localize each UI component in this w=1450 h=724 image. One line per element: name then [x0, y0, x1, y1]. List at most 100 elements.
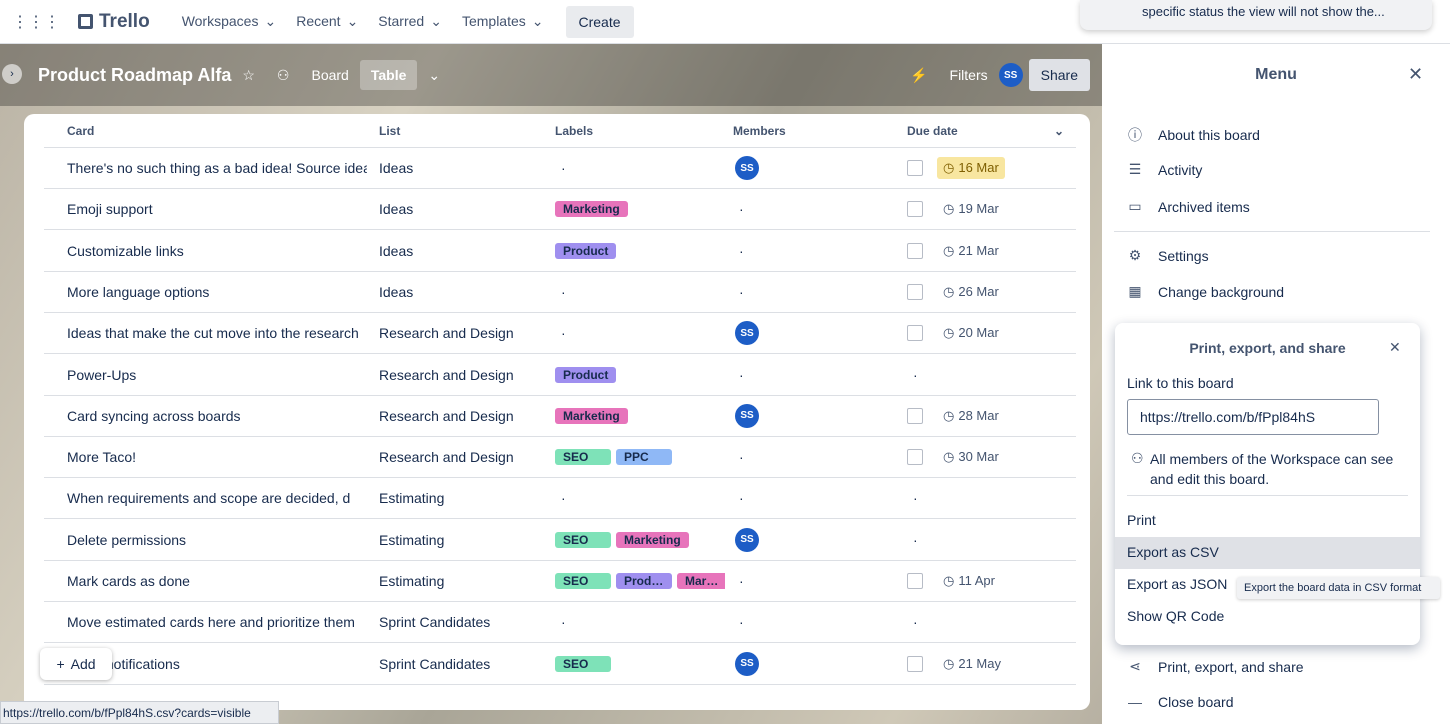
table-row[interactable]: Move estimated cards here and prioritize…	[44, 602, 1076, 644]
card-name[interactable]: Ideas that make the cut move into the re…	[67, 325, 359, 342]
visibility-icon[interactable]: ⚇	[276, 66, 290, 83]
add-button[interactable]: + Add	[40, 648, 112, 680]
menu-item[interactable]: ▦ Change background	[1126, 283, 1284, 300]
table-row[interactable]: Power-Ups Research and Design Product · ·	[44, 355, 1076, 396]
due-checkbox[interactable]	[907, 283, 923, 300]
labels-cell: SEO Marketing	[555, 520, 725, 560]
due-checkbox[interactable]	[907, 325, 923, 342]
filters-button[interactable]: Filters	[949, 67, 988, 83]
table-row[interactable]: More language options Ideas · · ◷ 26 Mar	[44, 272, 1076, 313]
label: Marketing	[555, 407, 628, 424]
table-row[interactable]: There's no such thing as a bad idea! Sou…	[44, 148, 1076, 189]
list-name: Estimating	[379, 573, 445, 589]
column-header[interactable]: Labels	[555, 123, 594, 138]
board-view[interactable]: Board	[311, 67, 349, 83]
card-name[interactable]: Customizable links	[67, 242, 184, 259]
label: SEO	[555, 449, 611, 466]
table-row[interactable]: Emoji support Ideas Marketing · ◷ 19 Mar	[44, 189, 1076, 231]
close-menu[interactable]: ✕	[1408, 64, 1424, 84]
card-name[interactable]: Delete permissions	[67, 531, 187, 548]
card-name[interactable]: When requirements and scope are decided,…	[67, 490, 351, 507]
label: Product	[616, 573, 672, 589]
nav-item-label: Templates	[461, 13, 526, 29]
divider	[1127, 495, 1408, 496]
due-cell: ◷ 30 Mar	[907, 437, 1077, 477]
due-text: 20 Mar	[958, 325, 999, 341]
table-row[interactable]: Card syncing across boards Research and D…	[44, 396, 1076, 437]
card-name[interactable]: Card syncing across boards	[67, 407, 241, 424]
nav-item[interactable]: Workspaces ⌄	[172, 7, 287, 36]
labels-cell: Marketing	[555, 396, 725, 436]
table-row[interactable]: Delete permissions Estimating SEO Marketing…	[44, 520, 1076, 561]
board-title[interactable]: Product Roadmap Alfa	[38, 64, 232, 85]
labels-cell: Product	[555, 231, 725, 271]
labels-cell: ·	[555, 272, 725, 312]
share-button[interactable]: Share	[1028, 59, 1090, 91]
notice: specific status the view will not show t…	[1080, 0, 1432, 30]
due-cell: ·	[907, 520, 1077, 560]
due-checkbox[interactable]	[907, 242, 923, 259]
column-header[interactable]: List	[379, 123, 401, 138]
table-row[interactable]: Mark cards as done Estimating SEO Product Ma…	[44, 561, 1076, 602]
due-date: ◷ 28 Mar	[937, 405, 1005, 427]
due-checkbox[interactable]	[907, 655, 923, 672]
card-name[interactable]: Emoji support	[67, 201, 153, 218]
due-checkbox[interactable]	[907, 160, 923, 176]
avatar[interactable]: SS	[998, 63, 1023, 87]
menu-item-label: Change background	[1158, 283, 1285, 300]
list-name: Research and Design	[379, 449, 514, 466]
menu-item[interactable]: ⋖ Print, export, and share	[1126, 658, 1303, 675]
due-checkbox[interactable]	[907, 449, 923, 466]
export-option[interactable]: Show QR Code	[1127, 608, 1225, 624]
column-header[interactable]: Due date	[907, 123, 958, 138]
table-row[interactable]: Customizable links Ideas Product · ◷ 21 Mar	[44, 231, 1076, 272]
close-popup[interactable]: ✕	[1389, 339, 1401, 355]
menu-item[interactable]: — Close board	[1126, 694, 1234, 710]
card-name[interactable]: There's no such thing as a bad idea! Sou…	[67, 160, 367, 176]
nav-item[interactable]: Starred ⌄	[368, 7, 452, 36]
card-name[interactable]: Mark cards as done	[67, 573, 190, 589]
create-button[interactable]: Create	[565, 5, 634, 38]
menu-item-label: Settings	[1158, 247, 1209, 264]
card-name[interactable]: More Taco!	[67, 449, 136, 466]
due-checkbox[interactable]	[907, 201, 923, 218]
table-row[interactable]: When requirements and scope are decided,…	[44, 478, 1077, 520]
nav-item[interactable]: Recent ⌄	[286, 7, 368, 36]
link-input[interactable]: https://trello.com/b/fPpl84hS	[1127, 399, 1379, 435]
label: Marketing	[677, 573, 725, 589]
butler-icon[interactable]: ⚡	[910, 66, 928, 83]
list-name: Estimating	[379, 531, 445, 548]
menu-item[interactable]: ▭ Archived items	[1126, 198, 1249, 215]
logo[interactable]: Trello	[78, 11, 150, 33]
due-text: 21 Mar	[958, 242, 999, 258]
star-icon[interactable]: ☆	[242, 66, 255, 83]
card-name[interactable]: Email notifications	[67, 655, 180, 672]
link-label: Link to this board	[1127, 375, 1234, 391]
card-name[interactable]: More language options	[67, 283, 210, 300]
menu-item[interactable]: ☰ Activity	[1126, 161, 1203, 178]
due-checkbox[interactable]	[907, 407, 923, 424]
export-option[interactable]: Export as CSV	[1115, 537, 1420, 569]
due-checkbox[interactable]	[907, 573, 923, 589]
column-header[interactable]: Members	[733, 123, 786, 138]
views-dropdown[interactable]: ⌄	[428, 66, 441, 83]
menu-item[interactable]: ⓘ About this board	[1126, 125, 1260, 145]
sidebar-toggle[interactable]: ›	[2, 64, 22, 84]
due-date: ◷ 26 Mar	[937, 281, 1005, 303]
export-option[interactable]: Print	[1127, 512, 1156, 528]
table-row[interactable]: Ideas that make the cut move into the re…	[44, 313, 1076, 355]
column-header[interactable]: Card	[67, 123, 95, 138]
due-cell: ·	[907, 478, 1077, 518]
export-option[interactable]: Export as JSON	[1127, 576, 1228, 592]
members-cell: ·	[733, 561, 903, 601]
card-name[interactable]: Power-Ups	[67, 366, 137, 383]
label: SEO	[555, 573, 611, 589]
menu-item[interactable]: ⚙ Settings	[1126, 247, 1209, 264]
labels-cell: SEO Product Marketing	[555, 561, 725, 601]
table-row[interactable]: Email notifications Sprint Candidates SEO S…	[44, 644, 1076, 685]
table-view[interactable]: Table	[359, 60, 418, 90]
table-row[interactable]: More Taco! Research and Design SEO PPC · ◷ 30 …	[44, 437, 1077, 479]
card-name[interactable]: Move estimated cards here and prioritize…	[67, 614, 355, 631]
nav-item[interactable]: Templates ⌄	[452, 7, 554, 36]
apps-icon[interactable]: ⋮⋮⋮	[12, 13, 60, 31]
